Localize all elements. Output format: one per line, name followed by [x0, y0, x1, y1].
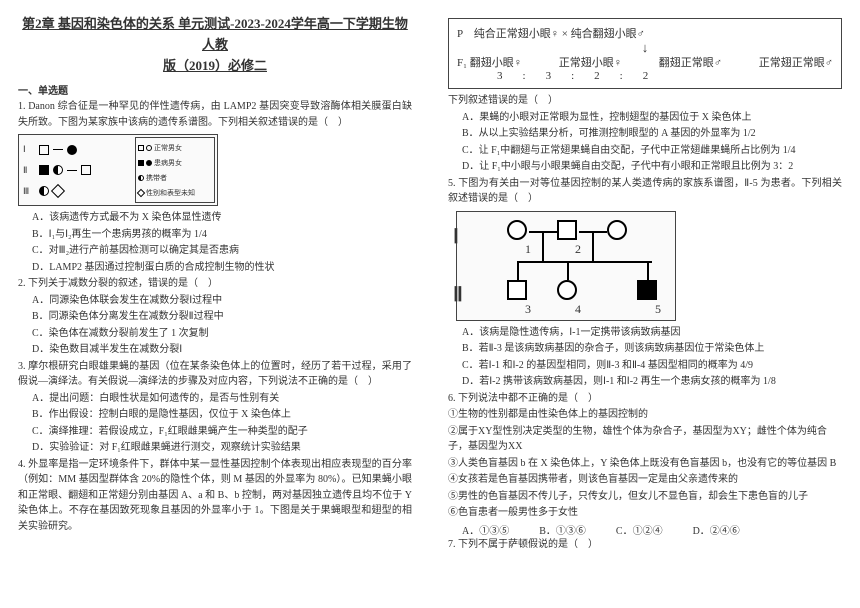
- q6-item-1: ①生物的性别都是由性染色体上的基因控制的: [448, 407, 842, 423]
- circle-icon: [557, 280, 577, 300]
- diamond-icon: [51, 184, 65, 198]
- square-icon: [557, 220, 577, 240]
- q2-opt-c: C．染色体在减数分裂前发生了 1 次复制: [18, 326, 412, 342]
- q2-opt-d: D．染色数目减半发生在减数分裂Ⅰ: [18, 342, 412, 358]
- cross-parent: P 纯合正常翅小眼♀ × 纯合翻翅小眼♂: [457, 25, 833, 41]
- gen-label-1: Ⅰ: [453, 224, 459, 249]
- q1-stem: 1. Danon 综合征是一种罕见的伴性遗传病，由 LAMP2 基因突变导致溶酶…: [18, 99, 412, 130]
- q6-opt-b: B．①③⑥: [539, 522, 586, 537]
- cross-diagram: P 纯合正常翅小眼♀ × 纯合翻翅小眼♂ ↓ F₁ 翻翅小眼♀ 正常翅小眼♀ 翻…: [448, 18, 842, 89]
- q4-lead: 下列叙述错误的是（ ）: [448, 93, 842, 109]
- q3-opt-d: D．实验验证：对 F₁红眼雌果蝇进行测交，观察统计实验结果: [18, 440, 412, 456]
- circle-icon: [507, 220, 527, 240]
- q5-opt-a: A．该病是隐性遗传病，Ⅰ-1一定携带该病致病基因: [448, 325, 842, 341]
- doc-title: 第2章 基因和染色体的关系 单元测试-2023-2024学年高一下学期生物人教 …: [18, 14, 412, 76]
- circle-icon: [39, 186, 49, 196]
- q6-item-2: ②属于XY型性别决定类型的生物，雄性个体为杂合子，基因型为XY；雌性个体为纯合子…: [448, 424, 842, 455]
- right-column: P 纯合正常翅小眼♀ × 纯合翻翅小眼♂ ↓ F₁ 翻翅小眼♀ 正常翅小眼♀ 翻…: [430, 0, 860, 608]
- q6-item-6: ⑥色盲患者一般男性多于女性: [448, 505, 842, 521]
- circle-icon: [67, 145, 77, 155]
- q2-stem: 2. 下列关于减数分裂的叙述，错误的是（ ）: [18, 276, 412, 292]
- q2-opt-b: B．同源染色体分离发生在减数分裂Ⅱ过程中: [18, 309, 412, 325]
- cross-ratio: 3: 3: 2: 2: [457, 70, 833, 82]
- q7-stem: 7. 下列不属于萨顿假说的是（ ）: [448, 537, 842, 553]
- circle-icon: [607, 220, 627, 240]
- q5-opt-c: C．若Ⅰ-1 和Ⅰ-2 的基因型相同，则Ⅱ-3 和Ⅱ-4 基因型相同的概率为 4…: [448, 358, 842, 374]
- cross-f1: F₁ 翻翅小眼♀ 正常翅小眼♀ 翻翅正常眼♂ 正常翅正常眼♂: [457, 54, 833, 70]
- q6-stem: 6. 下列说法中都不正确的是（ ）: [448, 391, 842, 407]
- q4-opt-c: C．让 F₁中翻翅与正常翅果蝇自由交配，子代中正常翅雌果蝇所占比例为 1/4: [448, 143, 842, 159]
- q3-opt-c: C．演绎推理：若假设成立，F₁红眼雌果蝇产生一种类型的配子: [18, 424, 412, 440]
- q4-opt-a: A．果蝇的小眼对正常眼为显性，控制翅型的基因位于 X 染色体上: [448, 110, 842, 126]
- q3-opt-a: A．提出问题：白眼性状是如何遗传的，是否与性别有关: [18, 391, 412, 407]
- q4-opt-d: D．让 F₁中小眼与小眼果蝇自由交配，子代中有小眼和正常眼且比例为 3：2: [448, 159, 842, 175]
- title-line-1: 第2章 基因和染色体的关系 单元测试-2023-2024学年高一下学期生物人教: [22, 16, 408, 52]
- square-icon: [81, 165, 91, 175]
- square-icon: [507, 280, 527, 300]
- q6-opt-a: A．①③⑤: [462, 522, 509, 537]
- q2-opt-a: A．同源染色体联会发生在减数分裂Ⅰ过程中: [18, 293, 412, 309]
- q3-opt-b: B．作出假设：控制白眼的是隐性基因，仅位于 X 染色体上: [18, 407, 412, 423]
- q6-item-5: ⑤男性的色盲基因不传儿子，只传女儿，但女儿不显色盲，却会生下患色盲的儿子: [448, 489, 842, 505]
- q1-opt-a: A．该病遗传方式最不为 X 染色体显性遗传: [18, 210, 412, 226]
- q6-opt-d: D．②④⑥: [693, 522, 740, 537]
- q4-stem: 4. 外显率是指一定环境条件下，群体中某一显性基因控制个体表现出相应表现型的百分…: [18, 457, 412, 535]
- q5-opt-d: D．若Ⅰ-2 携带该病致病基因，则Ⅰ-1 和Ⅰ-2 再生一个患病女孩的概率为 1…: [448, 374, 842, 390]
- left-column: 第2章 基因和染色体的关系 单元测试-2023-2024学年高一下学期生物人教 …: [0, 0, 430, 608]
- q6-opt-c: C．①②④: [616, 522, 663, 537]
- legend-box: 正常男女 患病男女 携带者 性别和表型未知: [135, 137, 215, 203]
- q1-pedigree-diagram: Ⅰ Ⅱ Ⅲ 正常男女 患病男女 携带者 性别和表型未知: [18, 134, 218, 206]
- circle-icon: [53, 165, 63, 175]
- section-heading: 一、单选题: [18, 82, 412, 97]
- q5-stem: 5. 下图为有关由一对等位基因控制的某人类遗传病的家族系谱图，Ⅱ-5 为患者。下…: [448, 176, 842, 207]
- q4-opt-b: B．从以上实验结果分析，可推测控制眼型的 A 基因的外显率为 1/2: [448, 126, 842, 142]
- q1-opt-c: C．对Ⅲ₂进行产前基因检测可以确定其是否患病: [18, 243, 412, 259]
- q1-opt-b: B．Ⅰ₁与Ⅰ₂再生一个患病男孩的概率为 1/4: [18, 227, 412, 243]
- q5-pedigree-diagram: Ⅰ Ⅱ 1 2 3 4 5: [456, 211, 676, 321]
- square-icon: [39, 165, 49, 175]
- arrow-down-icon: ↓: [457, 41, 833, 54]
- q6-item-3: ③人类色盲基因 b 在 X 染色体上，Y 染色体上既没有色盲基因 b，也没有它的…: [448, 456, 842, 472]
- q6-item-4: ④女孩若是色盲基因携带者，则该色盲基因一定是由父亲遗传来的: [448, 472, 842, 488]
- gen-label-2: Ⅱ: [453, 282, 463, 307]
- q1-opt-d: D．LAMP2 基因通过控制蛋白质的合成控制生物的性状: [18, 260, 412, 276]
- q5-opt-b: B．若Ⅱ-3 是该病致病基因的杂合子，则该病致病基因位于常染色体上: [448, 341, 842, 357]
- q3-stem: 3. 摩尔根研究白眼雄果蝇的基因（位在某条染色体上的位置时，经历了若干过程，采用…: [18, 359, 412, 390]
- q6-options: A．①③⑤ B．①③⑥ C．①②④ D．②④⑥: [448, 522, 842, 537]
- square-icon: [39, 145, 49, 155]
- title-line-2: 版（2019）必修二: [163, 58, 267, 73]
- square-icon: [637, 280, 657, 300]
